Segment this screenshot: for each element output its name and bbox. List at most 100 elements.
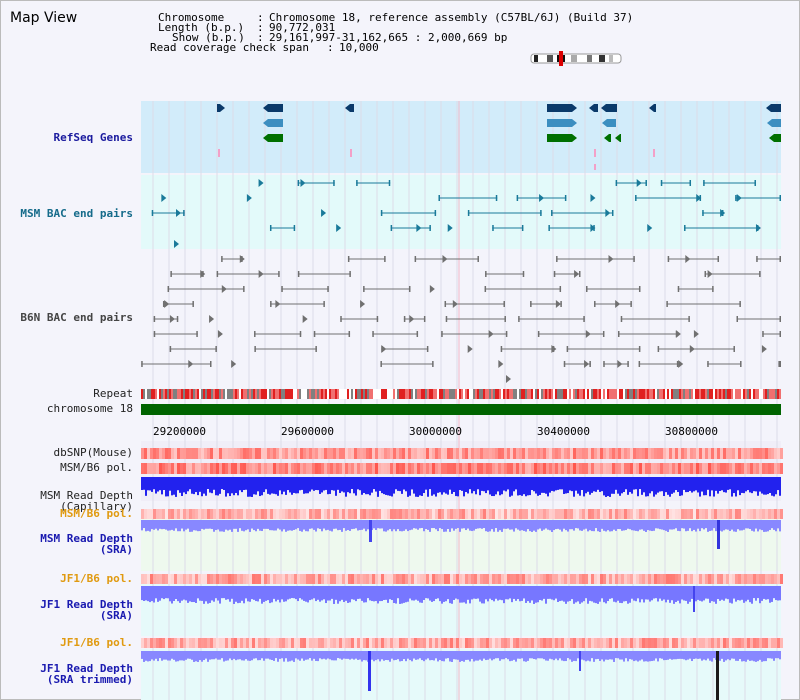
polymorphism-cell [405, 574, 408, 584]
depth-bar [313, 477, 315, 491]
depth-bar [661, 586, 663, 601]
polymorphism-cell [459, 574, 462, 584]
polymorphism-cell [759, 448, 762, 459]
polymorphism-cell [366, 448, 369, 459]
polymorphism-cell [447, 638, 450, 648]
depth-bar [729, 586, 731, 603]
polymorphism-cell [378, 448, 381, 459]
depth-bar [429, 586, 431, 601]
polymorphism-cell [381, 448, 384, 459]
bac-end [553, 271, 556, 277]
bac-end [423, 316, 426, 322]
polymorphism-cell [483, 463, 486, 474]
depth-bar [459, 586, 461, 603]
polymorphism-cell [462, 574, 465, 584]
repeat-segment [315, 389, 317, 399]
depth-bar [147, 651, 149, 662]
polymorphism-cell [594, 448, 597, 459]
polymorphism-cell [744, 509, 747, 519]
depth-bar [589, 520, 591, 531]
depth-bar [245, 651, 247, 660]
repeat-segment [583, 389, 585, 399]
depth-bar [691, 477, 693, 493]
polymorphism-cell [303, 448, 306, 459]
polymorphism-cell [147, 574, 150, 584]
polymorphism-cell [303, 574, 306, 584]
depth-bar [271, 651, 273, 660]
depth-bar [711, 520, 713, 531]
depth-bar [151, 477, 153, 492]
polymorphism-cell [231, 638, 234, 648]
depth-bar [645, 651, 647, 662]
repeat-segment [391, 389, 393, 399]
polymorphism-cell [366, 509, 369, 519]
repeat-segment [187, 389, 189, 399]
depth-bar [649, 651, 651, 662]
polymorphism-cell [420, 574, 423, 584]
depth-bar [647, 520, 649, 531]
polymorphism-cell [429, 509, 432, 519]
bac-end [688, 316, 690, 322]
polymorphism-cell [642, 448, 645, 459]
polymorphism-cell [591, 638, 594, 648]
polymorphism-cell [651, 638, 654, 648]
polymorphism-cell [675, 448, 678, 459]
depth-bar [197, 477, 199, 496]
polymorphism-cell [630, 448, 633, 459]
polymorphism-cell [438, 509, 441, 519]
depth-bar [507, 651, 509, 660]
depth-bar [757, 651, 759, 662]
gene-arrow [769, 134, 781, 142]
depth-bar [291, 651, 293, 661]
repeat-segment [751, 389, 753, 399]
depth-bar [159, 477, 161, 491]
polymorphism-cell [516, 574, 519, 584]
polymorphism-cell [567, 463, 570, 474]
polymorphism-cell [336, 509, 339, 519]
depth-bar [319, 586, 321, 602]
polymorphism-cell [717, 448, 720, 459]
polymorphism-cell [720, 574, 723, 584]
bac-arrow [429, 285, 435, 293]
polymorphism-cell [384, 463, 387, 474]
repeat-segment [679, 389, 681, 399]
polymorphism-cell [780, 448, 783, 459]
polymorphism-cell [690, 509, 693, 519]
depth-bar [577, 520, 579, 529]
depth-bar [667, 520, 669, 532]
polymorphism-cell [222, 638, 225, 648]
repeat-segment [575, 389, 577, 399]
bac-end [689, 180, 692, 186]
polymorphism-cell [453, 509, 456, 519]
depth-bar [307, 586, 309, 603]
depth-bar [505, 477, 507, 492]
depth-bar [355, 477, 357, 496]
polymorphism-cell [216, 448, 219, 459]
depth-bar [697, 586, 699, 600]
depth-bar [519, 586, 521, 602]
depth-bar [773, 520, 775, 530]
polymorphism-cell [321, 509, 324, 519]
polymorphism-cell [774, 574, 777, 584]
polymorphism-cell [162, 463, 165, 474]
depth-bar [735, 477, 737, 497]
polymorphism-cell [318, 448, 321, 459]
depth-bar [269, 651, 271, 660]
repeat-segment [753, 389, 755, 399]
polymorphism-cell [345, 574, 348, 584]
depth-bar [191, 520, 193, 532]
depth-spike [579, 651, 581, 671]
polymorphism-cell [396, 574, 399, 584]
polymorphism-cell [627, 463, 630, 474]
bac-end [340, 316, 342, 322]
depth-bar [393, 651, 395, 661]
polymorphism-cell [312, 638, 315, 648]
polymorphism-cell [408, 574, 411, 584]
polymorphism-cell [438, 574, 441, 584]
depth-bar [525, 586, 527, 603]
depth-bar [277, 586, 279, 600]
repeat-segment [509, 389, 511, 399]
polymorphism-cell [411, 638, 414, 648]
depth-bar [197, 651, 199, 662]
